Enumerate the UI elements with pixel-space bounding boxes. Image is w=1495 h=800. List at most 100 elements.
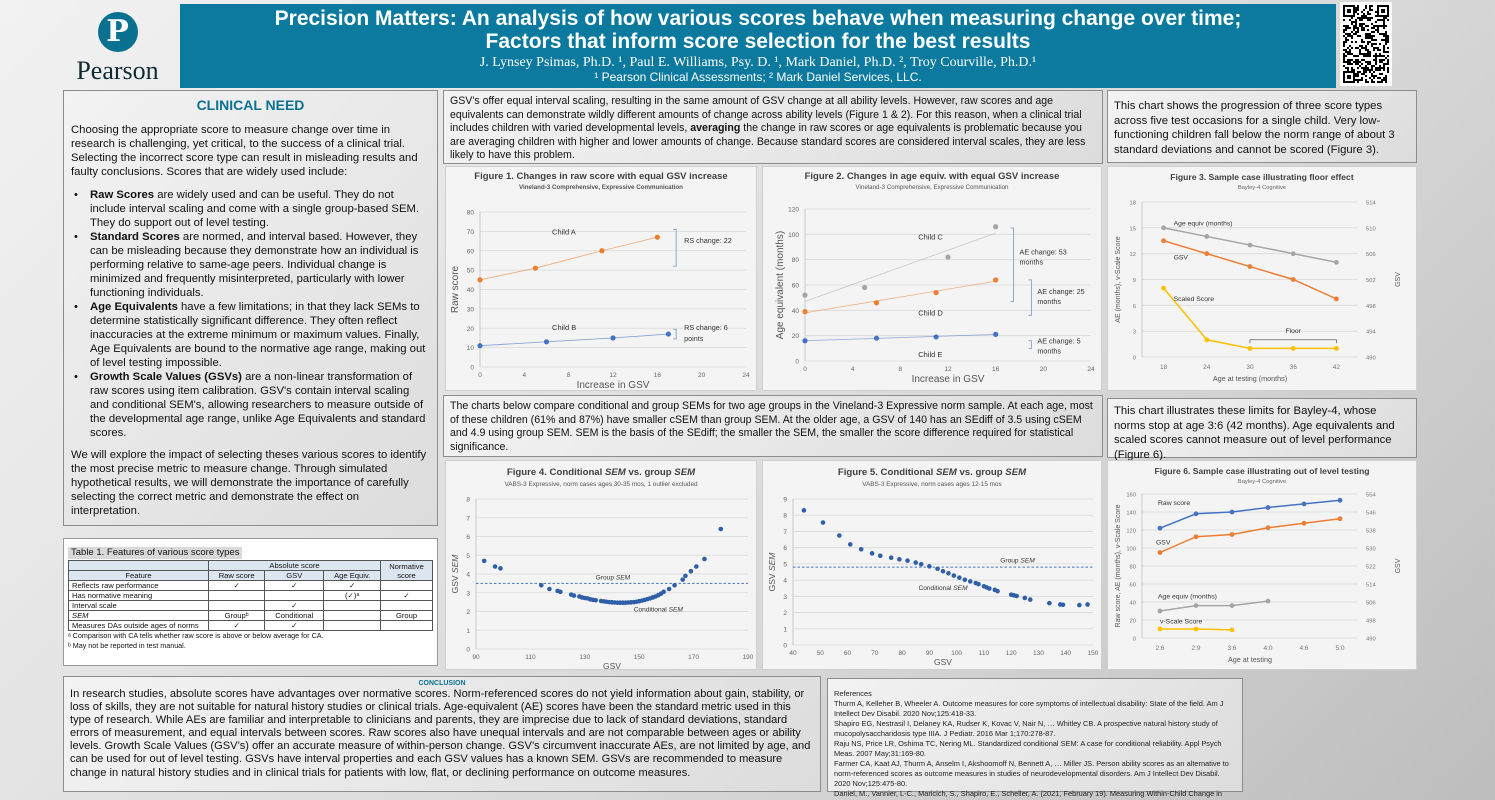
list-item: Age Equivalents have a few limitations; … xyxy=(71,300,430,370)
data-point xyxy=(820,520,826,525)
x-tick-label: 150 xyxy=(1088,650,1099,657)
y-tick-label: 4 xyxy=(783,578,787,585)
series-line xyxy=(1163,240,1337,300)
y2-tick-label: 546 xyxy=(1366,511,1376,517)
y2-tick-label: 514 xyxy=(1366,201,1376,207)
reference-item: Raju NS, Price LR, Oshima TC, Nering ML.… xyxy=(834,739,1222,758)
y-tick-label: 60 xyxy=(1130,583,1136,589)
pearson-wordmark: Pearson xyxy=(76,56,159,85)
figure-4-svg: Figure 4. Conditional SEM vs. group SEM V… xyxy=(450,467,754,669)
x-tick-label: 3:6 xyxy=(1227,645,1236,652)
data-point xyxy=(538,582,544,588)
figure-5-chart: Figure 5. Conditional SEM vs. group SEM V… xyxy=(762,460,1102,670)
y-tick-label: 100 xyxy=(1126,547,1136,553)
x-tick-label: 12 xyxy=(609,372,617,379)
y-tick-label: 9 xyxy=(783,497,787,504)
data-point xyxy=(654,234,660,240)
data-point xyxy=(927,564,932,569)
y-tick-label: 12 xyxy=(1130,252,1136,258)
qr-code-graphic xyxy=(1343,5,1389,83)
y2-axis-label: GSV xyxy=(1395,272,1402,287)
data-point xyxy=(1229,603,1235,608)
table-note-a: ᵃ Comparison with CA tells whether raw s… xyxy=(68,631,324,640)
data-point xyxy=(888,555,894,561)
data-point xyxy=(1334,259,1339,265)
table-cell: Conditional xyxy=(264,610,325,621)
trend-line xyxy=(804,333,996,342)
x-tick-label: 24 xyxy=(1087,366,1095,373)
list-item: Growth Scale Values (GSVs) are a non-lin… xyxy=(71,370,430,440)
series-label: Scaled Score xyxy=(1174,296,1215,303)
series-label: v-Scale Score xyxy=(1160,619,1203,626)
x-tick-label: 2:6 xyxy=(1155,645,1164,652)
table-row: Has normative meaning (✓)ᵃ ✓ xyxy=(68,590,433,601)
data-point xyxy=(897,557,902,562)
bullet-text: have a few limitations; in that they lac… xyxy=(90,301,426,369)
data-point xyxy=(1161,238,1166,244)
y-tick-label: 18 xyxy=(1130,201,1136,207)
table-cell: ✓ xyxy=(323,580,381,591)
y2-tick-label: 510 xyxy=(1366,226,1376,232)
conclusion-text: In research studies, absolute scores hav… xyxy=(70,688,811,779)
figure-1-svg: Figure 1. Changes in raw score with equa… xyxy=(450,171,750,390)
data-point xyxy=(1193,603,1199,608)
chart-subtitle: Bayley-4 Cognitive xyxy=(1238,479,1286,485)
y2-tick-label: 498 xyxy=(1366,619,1376,625)
y-tick-label: 1 xyxy=(783,626,787,633)
data-point xyxy=(933,290,939,296)
y-axis-label: GSV SEM xyxy=(767,552,777,592)
data-point xyxy=(532,265,539,271)
pearson-logo-icon: P xyxy=(97,12,138,52)
data-point xyxy=(935,566,940,572)
figure-3-description: This chart shows the progression of thre… xyxy=(1107,90,1417,163)
y-tick-label: 7 xyxy=(783,529,787,536)
trend-line xyxy=(804,280,996,314)
x-tick-label: 42 xyxy=(1333,364,1341,371)
y-tick-label: 4 xyxy=(466,572,470,579)
qr-code-icon[interactable] xyxy=(1340,2,1392,86)
series-label: Raw score xyxy=(1158,500,1190,507)
table-note-b: ᵇ May not be reported in test manual. xyxy=(68,641,186,650)
sem-comparison-text: The charts below compare conditional and… xyxy=(443,395,1103,457)
clinical-need-panel: CLINICAL NEED Choosing the appropriate s… xyxy=(63,90,438,526)
clinical-need-heading: CLINICAL NEED xyxy=(196,97,305,113)
reference-item: Daniel, M., Vannier, L-C., Maricich, S.,… xyxy=(834,789,1223,800)
data-point xyxy=(702,556,707,562)
data-point xyxy=(873,300,880,306)
x-tick-label: 120 xyxy=(1006,650,1017,657)
chart-subtitle: Vineland-3 Comprehensive, Expressive Com… xyxy=(519,184,683,191)
chart-title: Figure 4. Conditional SEM vs. group SEM xyxy=(507,467,696,478)
table-row: SEM Groupᵇ Conditional Group xyxy=(68,610,433,621)
y-tick-label: 3 xyxy=(783,594,787,601)
series-label: Age equiv (months) xyxy=(1158,593,1217,600)
text-span: GSV's offer equal interval scaling, resu… xyxy=(450,95,1082,135)
y-axis-label: Raw score xyxy=(450,265,461,313)
table-cell: ✓ xyxy=(207,580,266,591)
data-point xyxy=(873,335,880,341)
chart-subtitle: Bayley-4 Cognitive xyxy=(1238,185,1286,191)
x-tick-label: 130 xyxy=(579,654,590,661)
bracket xyxy=(1028,340,1032,349)
annotation: months xyxy=(1020,258,1044,267)
y2-tick-label: 494 xyxy=(1366,330,1376,336)
x-tick-label: 4 xyxy=(851,366,855,373)
bullet-text: are a non-linear transformation of raw s… xyxy=(90,371,426,439)
x-tick-label: 30 xyxy=(1246,364,1254,371)
y2-tick-label: 502 xyxy=(1366,278,1376,284)
chart-subtitle: VABS-3 Expressive, norm cases ages 30-35… xyxy=(504,481,698,488)
data-point xyxy=(680,577,686,582)
y-tick-label: 160 xyxy=(1126,493,1136,499)
data-point xyxy=(957,575,962,580)
data-point xyxy=(1157,608,1163,614)
series-label: Child E xyxy=(918,350,942,359)
y-tick-label: 20 xyxy=(1130,619,1136,625)
data-point xyxy=(1204,337,1210,343)
x-tick-label: 150 xyxy=(634,654,645,661)
table-caption: Table 1. Features of various score types xyxy=(68,547,243,559)
trend-line xyxy=(804,232,996,302)
y-tick-label: 40 xyxy=(467,287,475,294)
annotation: RS change: 6 xyxy=(684,323,728,332)
y-tick-label: 0 xyxy=(795,359,799,366)
y2-tick-label: 538 xyxy=(1366,529,1376,535)
data-point xyxy=(694,564,699,569)
